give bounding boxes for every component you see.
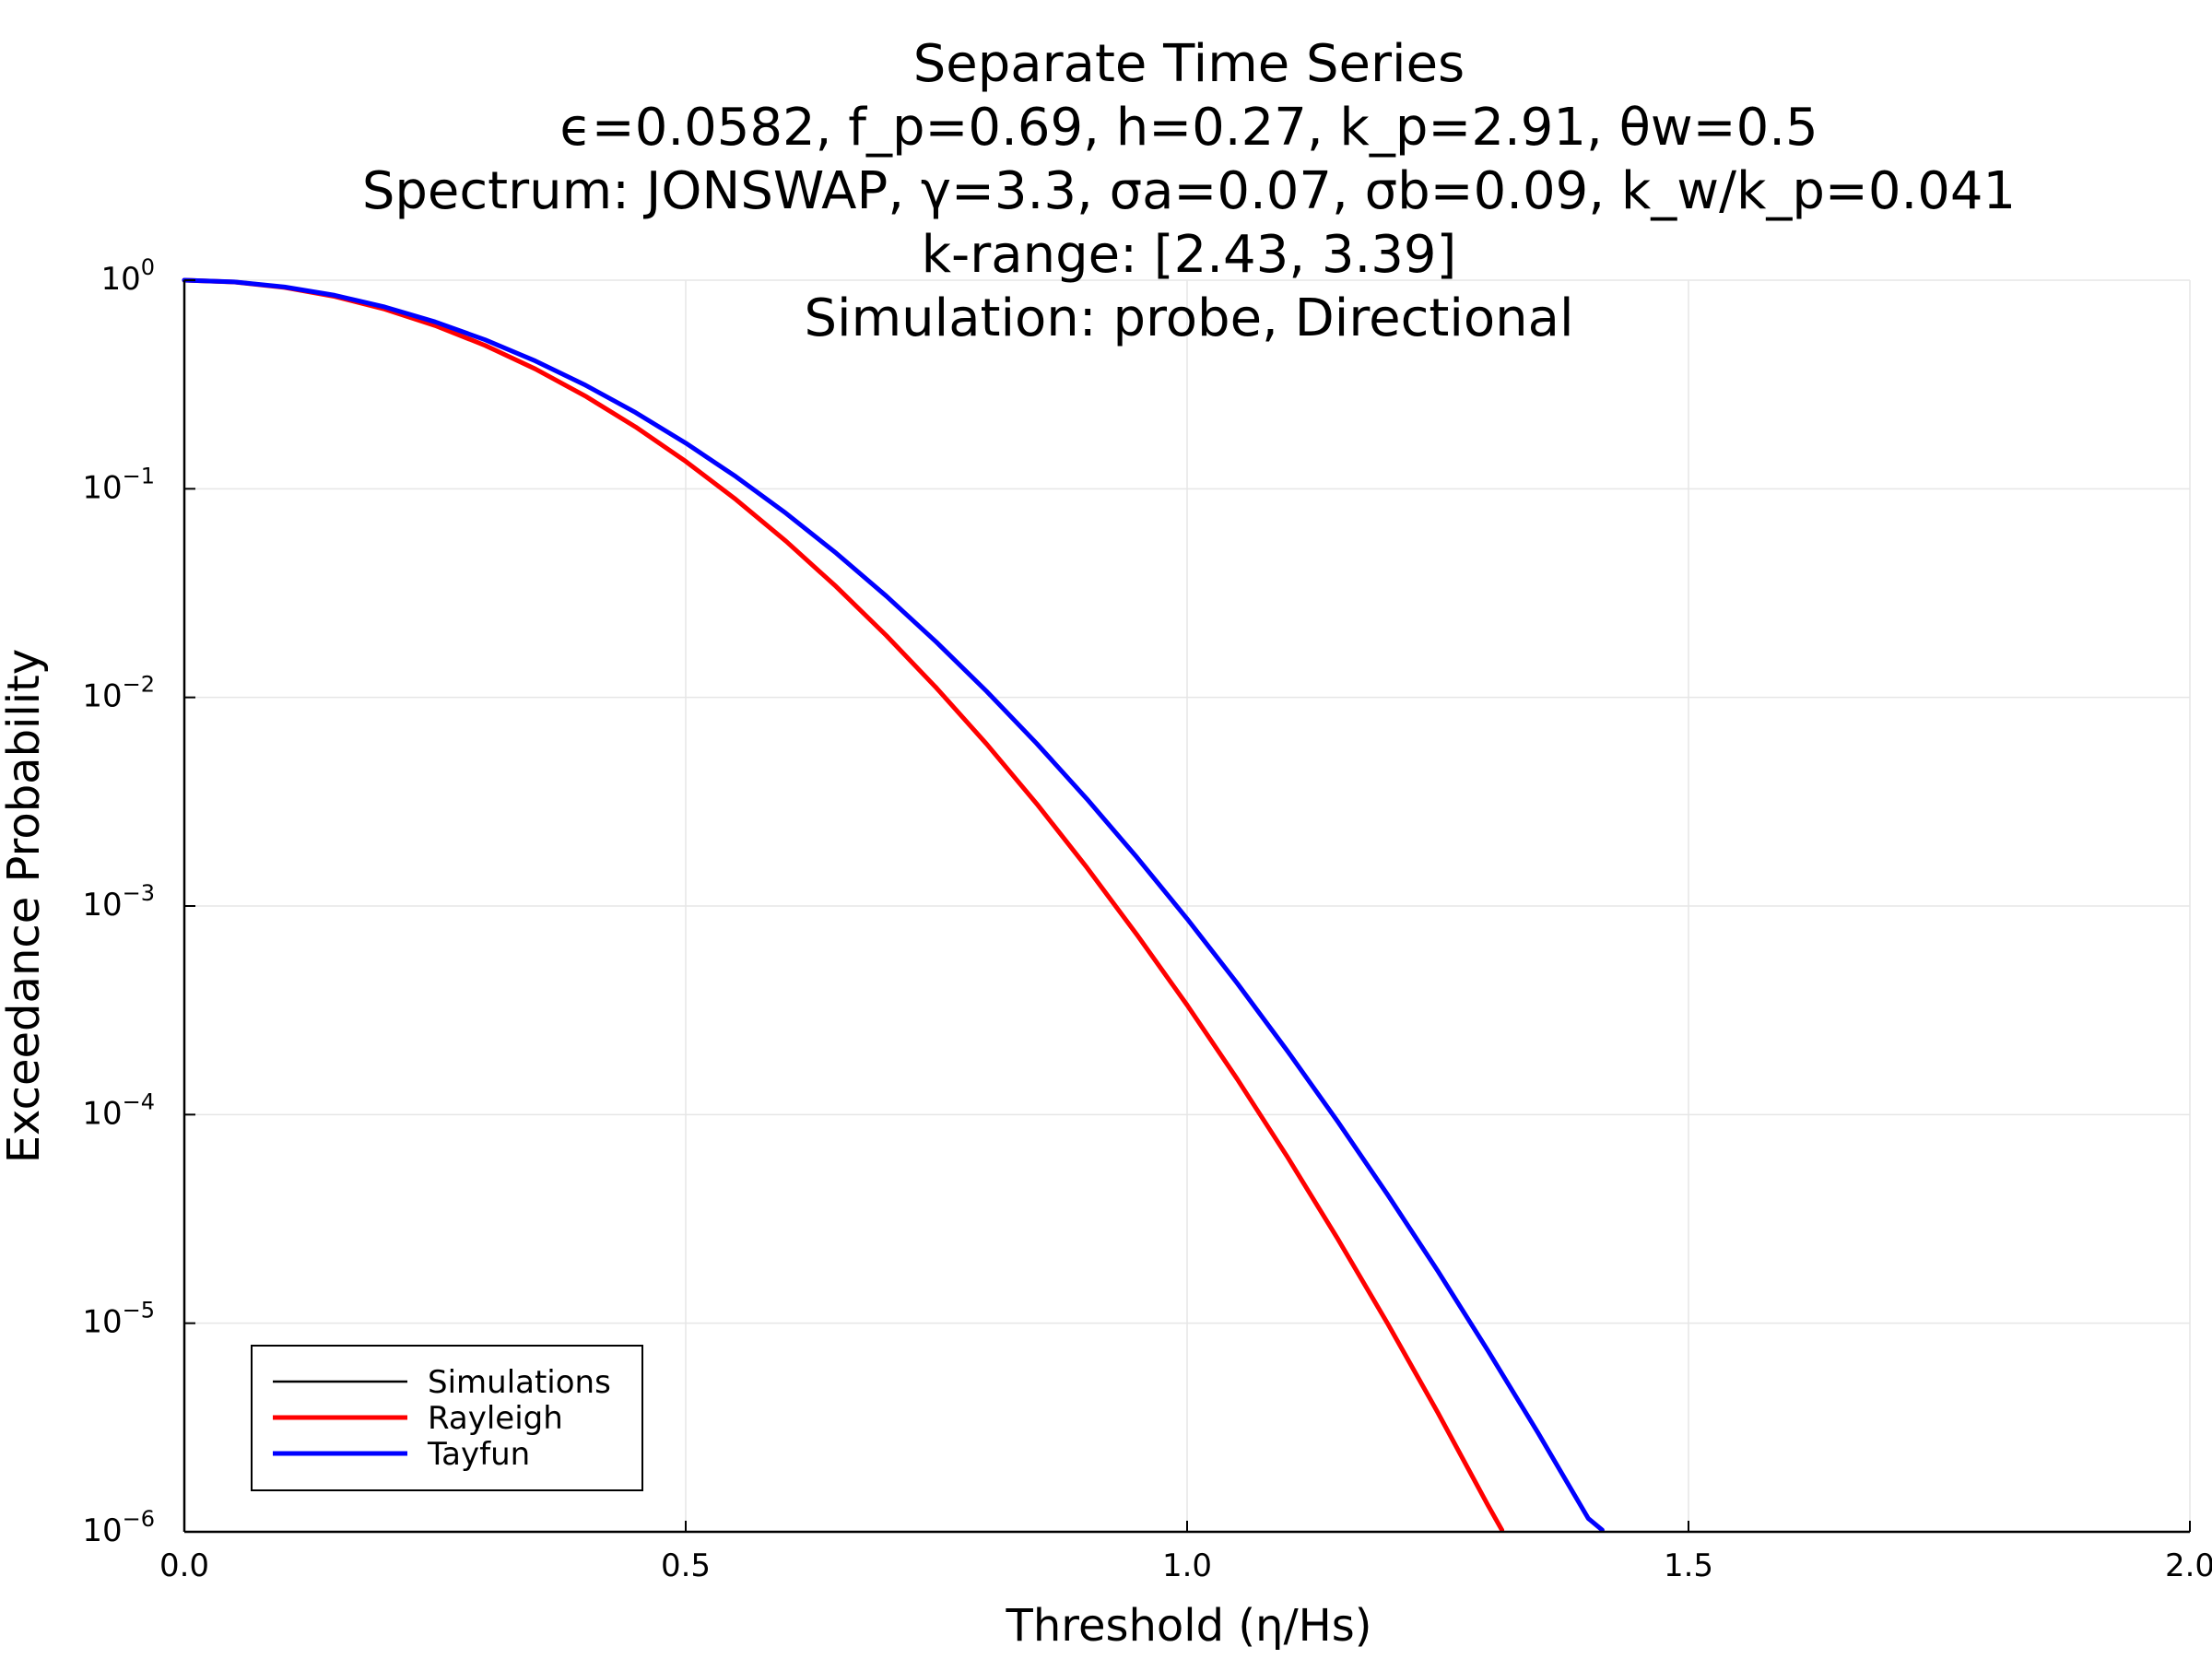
grid	[183, 279, 2191, 1533]
x-tick-label: 1.0	[1162, 1547, 1212, 1584]
legend-label-tayfun: Tayfun	[427, 1436, 530, 1473]
series-line-tayfun	[182, 277, 1605, 1533]
title-line-4: k-range: [2.43, 3.39]	[922, 225, 1457, 285]
y-tick-label: 10−5	[82, 1298, 155, 1341]
y-tick-label: 10−1	[82, 463, 155, 506]
title-line-2: ϵ=0.0582, f_p=0.69, h=0.27, k_p=2.91, θw…	[559, 98, 1818, 158]
title-line-3: Spectrum: JONSWAP, γ=3.3, σa=0.07, σb=0.…	[362, 161, 2016, 221]
y-tick-label: 10−4	[82, 1088, 155, 1132]
y-axis-ticks: 100 10−1 10−2 10−3 10−4 10−5 10−6	[82, 254, 195, 1549]
x-axis-ticks: 0.0 0.5 1.0 1.5 2.0	[159, 1521, 2212, 1584]
title-line-1: Separate Time Series	[913, 34, 1465, 94]
y-tick-label: 10−6	[82, 1506, 155, 1549]
x-axis-label: Threshold (η/Hs)	[1006, 1600, 1372, 1652]
x-tick-label: 2.0	[2165, 1547, 2212, 1584]
y-tick-label: 10−3	[82, 880, 155, 924]
series-layer	[182, 277, 1605, 1533]
legend-label-rayleigh: Rayleigh	[428, 1400, 563, 1437]
x-tick-label: 0.0	[159, 1547, 209, 1584]
y-tick-label: 10−2	[82, 672, 155, 715]
x-tick-label: 0.5	[661, 1547, 711, 1584]
title-line-5: Simulation: probe, Directional	[804, 288, 1573, 348]
y-axis-label: Exceedance Probability	[0, 649, 50, 1164]
x-tick-label: 1.5	[1664, 1547, 1713, 1584]
chart-title: Separate Time Series ϵ=0.0582, f_p=0.69,…	[362, 34, 2016, 348]
series-line-rayleigh	[182, 277, 1505, 1533]
legend-label-simulations: Simulations	[428, 1364, 611, 1401]
y-tick-label: 100	[100, 254, 155, 298]
